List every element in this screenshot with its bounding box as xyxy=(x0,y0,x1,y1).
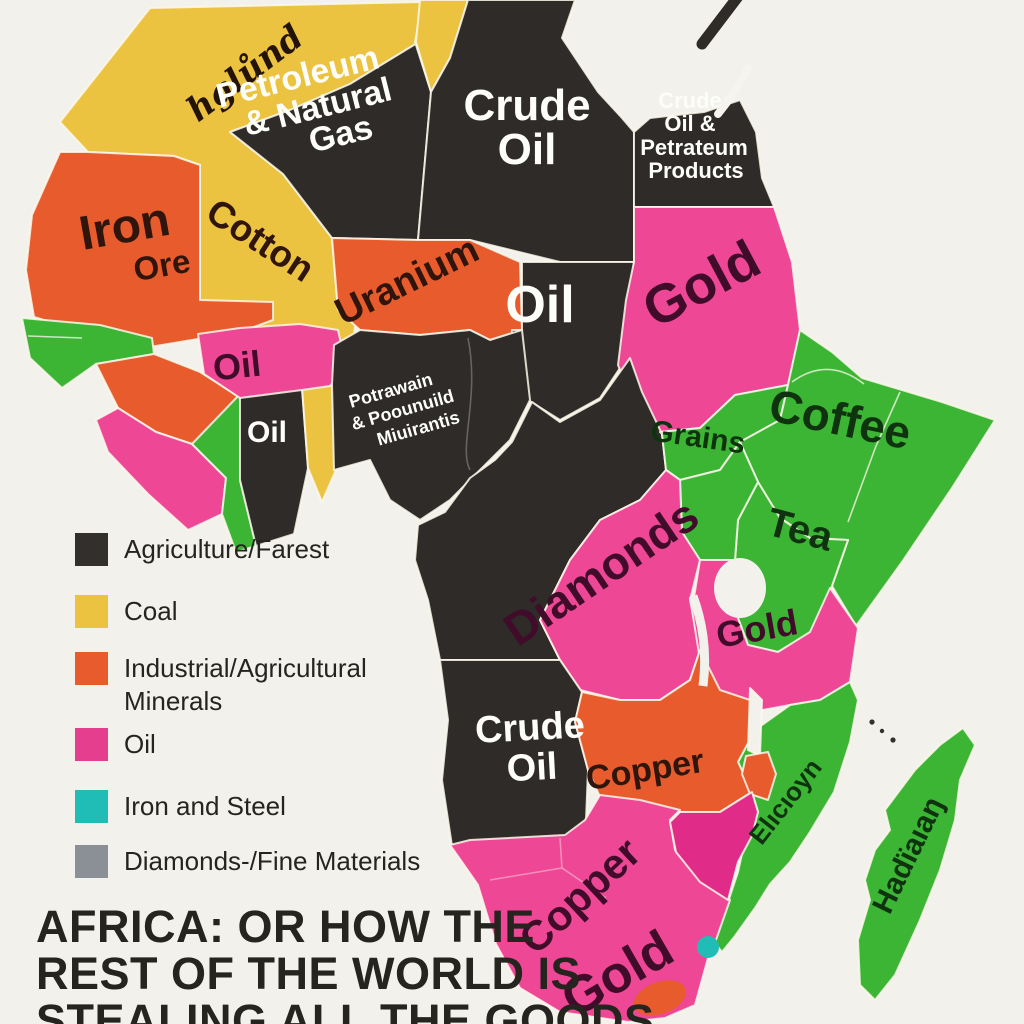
comoros-dot xyxy=(890,737,896,743)
legend-item-iron-steel: Iron and Steel xyxy=(75,790,286,823)
legend-item-agriculture: Agriculture/Farest xyxy=(75,533,329,566)
border-botswana xyxy=(489,837,607,899)
label-ghana: Oil xyxy=(247,416,287,449)
svg-text:Crude: Crude xyxy=(463,81,590,130)
svg-text:Oil &: Oil & xyxy=(664,111,715,136)
legend-swatch-iron-steel xyxy=(75,790,108,823)
region-southwest-africa xyxy=(449,794,731,1023)
svg-text:Oil: Oil xyxy=(506,746,559,791)
region-eswatini xyxy=(697,936,719,958)
svg-text:Crude: Crude xyxy=(474,704,586,752)
label-chad: Oil xyxy=(505,276,574,334)
region-ghana xyxy=(239,387,309,547)
egypt-scratch xyxy=(714,64,752,118)
region-malawi xyxy=(741,751,777,801)
svg-text:Oil: Oil xyxy=(498,125,557,174)
decorative-slash xyxy=(696,0,743,50)
legend-item-minerals: Industrial/Agricultural Minerals xyxy=(75,652,454,719)
border-gambia xyxy=(27,335,83,339)
legend-swatch-oil xyxy=(75,728,108,761)
title-line-1: AFRICA: OR HOW THE xyxy=(36,901,535,952)
label-egypt: Crude Oil & Petrateum Products xyxy=(640,88,748,183)
border-somalia xyxy=(847,391,901,523)
lake-tanganyika xyxy=(688,594,710,687)
lake-victoria xyxy=(714,558,766,618)
region-nigeria xyxy=(331,329,531,521)
svg-text:Petrateum: Petrateum xyxy=(640,135,748,160)
svg-text:Crude: Crude xyxy=(658,88,722,113)
legend-item-coal: Coal xyxy=(75,595,177,628)
region-lake-malawi xyxy=(747,687,763,757)
river-nigeria xyxy=(465,337,473,471)
legend-swatch-minerals xyxy=(75,652,108,685)
legend-label: Coal xyxy=(124,596,178,626)
legend-item-oil: Oil xyxy=(75,728,156,761)
region-madagascar xyxy=(857,727,976,1001)
region-lesotho xyxy=(634,980,686,1016)
legend-swatch-coal xyxy=(75,595,108,628)
legend-label: Diamonds-/Fine Materials xyxy=(124,846,421,876)
region-zimbabwe xyxy=(669,791,759,901)
label-libya: Crude Oil xyxy=(463,81,590,174)
title-line-3: STEALING ALL THE GOODS xyxy=(36,995,655,1024)
legend-item-diamonds: Diamonds-/Fine Materials xyxy=(75,845,420,878)
legend-swatch-agriculture xyxy=(75,533,108,566)
title-line-2: REST OF THE WORLD IS xyxy=(36,948,581,999)
label-burkina: Oil xyxy=(211,343,263,389)
comoros-dot xyxy=(879,728,885,734)
legend-label: Iron and Steel xyxy=(124,791,286,821)
legend-swatch-diamonds xyxy=(75,845,108,878)
svg-text:Products: Products xyxy=(648,158,743,183)
comoros-dot xyxy=(869,719,875,725)
label-angola: Crude Oil xyxy=(474,704,586,791)
region-togo-benin xyxy=(301,383,337,503)
legend-label: Oil xyxy=(124,729,156,759)
border-eritrea xyxy=(791,368,865,385)
legend-label: Industrial/Agricultural Minerals xyxy=(124,653,367,717)
label-mauritania: Iron Ore xyxy=(75,193,193,288)
region-sierra-leone-liberia xyxy=(95,407,227,531)
legend-label: Agriculture/Farest xyxy=(124,534,330,564)
